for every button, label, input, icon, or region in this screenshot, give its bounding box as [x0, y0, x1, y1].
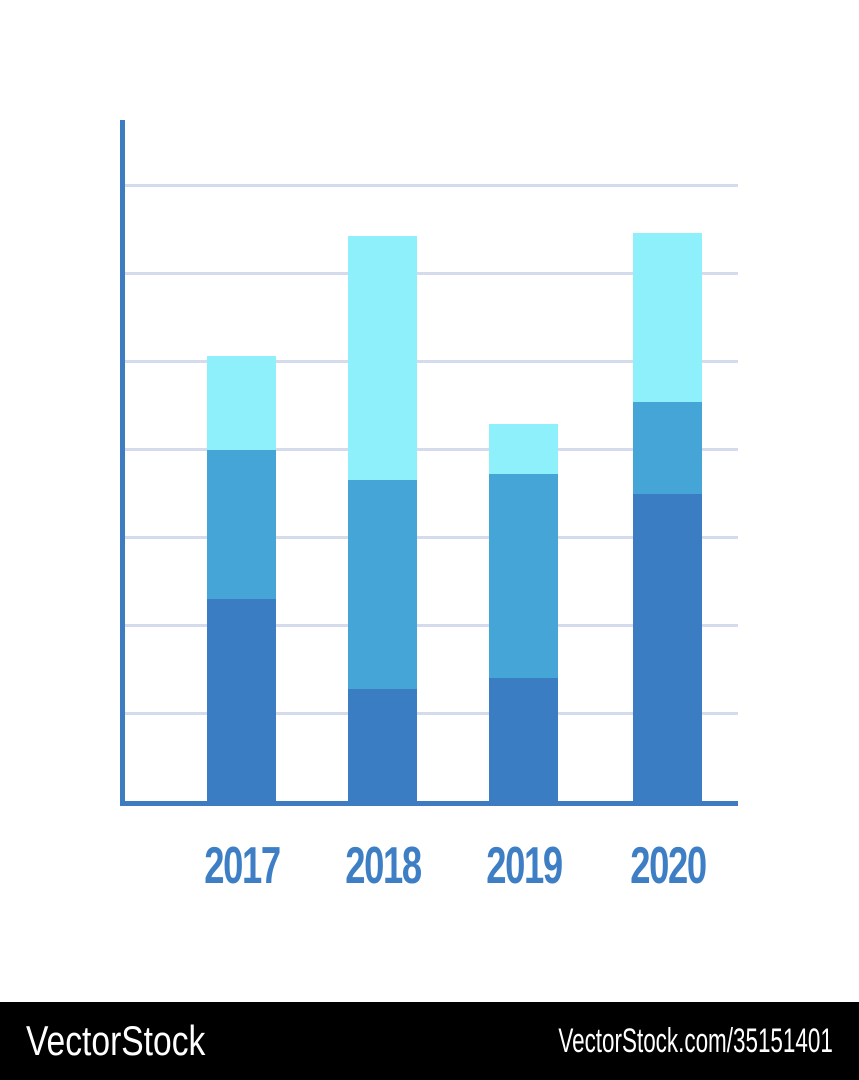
bar-2020-top-light-cyan: [633, 232, 702, 403]
watermark-bar: VectorStock VectorStock.com/35151401: [0, 1002, 859, 1080]
x-tick-label: 2018: [344, 837, 422, 895]
bar-2019-bottom-dark-blue: [489, 677, 558, 801]
y-axis: [120, 120, 125, 806]
gridline: [123, 360, 738, 364]
gridline: [123, 711, 738, 715]
x-tick-label: 2020: [629, 837, 707, 895]
gridline: [123, 184, 738, 188]
bar-2017-top-light-cyan: [207, 355, 276, 450]
bar-2018-bottom-dark-blue: [348, 689, 417, 801]
bar-2018-middle-medium-blue: [348, 480, 417, 690]
gridline: [123, 272, 738, 276]
x-tick-label: 2017: [203, 837, 281, 895]
bar-2019-top-light-cyan: [489, 424, 558, 475]
bar-2017-middle-medium-blue: [207, 449, 276, 599]
bar-2020-middle-medium-blue: [633, 402, 702, 495]
gridline: [123, 448, 738, 452]
x-tick-label: 2019: [485, 837, 563, 895]
gridline: [123, 535, 738, 539]
watermark-url-text: VectorStock.com/35151401: [558, 1022, 833, 1060]
brand-logo: VectorStock: [26, 1017, 206, 1064]
bar-2019-middle-medium-blue: [489, 474, 558, 678]
bar-2017-bottom-dark-blue: [207, 598, 276, 801]
bar-2018-top-light-cyan: [348, 236, 417, 481]
bar-2020-bottom-dark-blue: [633, 494, 702, 801]
gridline: [123, 623, 738, 627]
x-axis: [120, 801, 738, 806]
